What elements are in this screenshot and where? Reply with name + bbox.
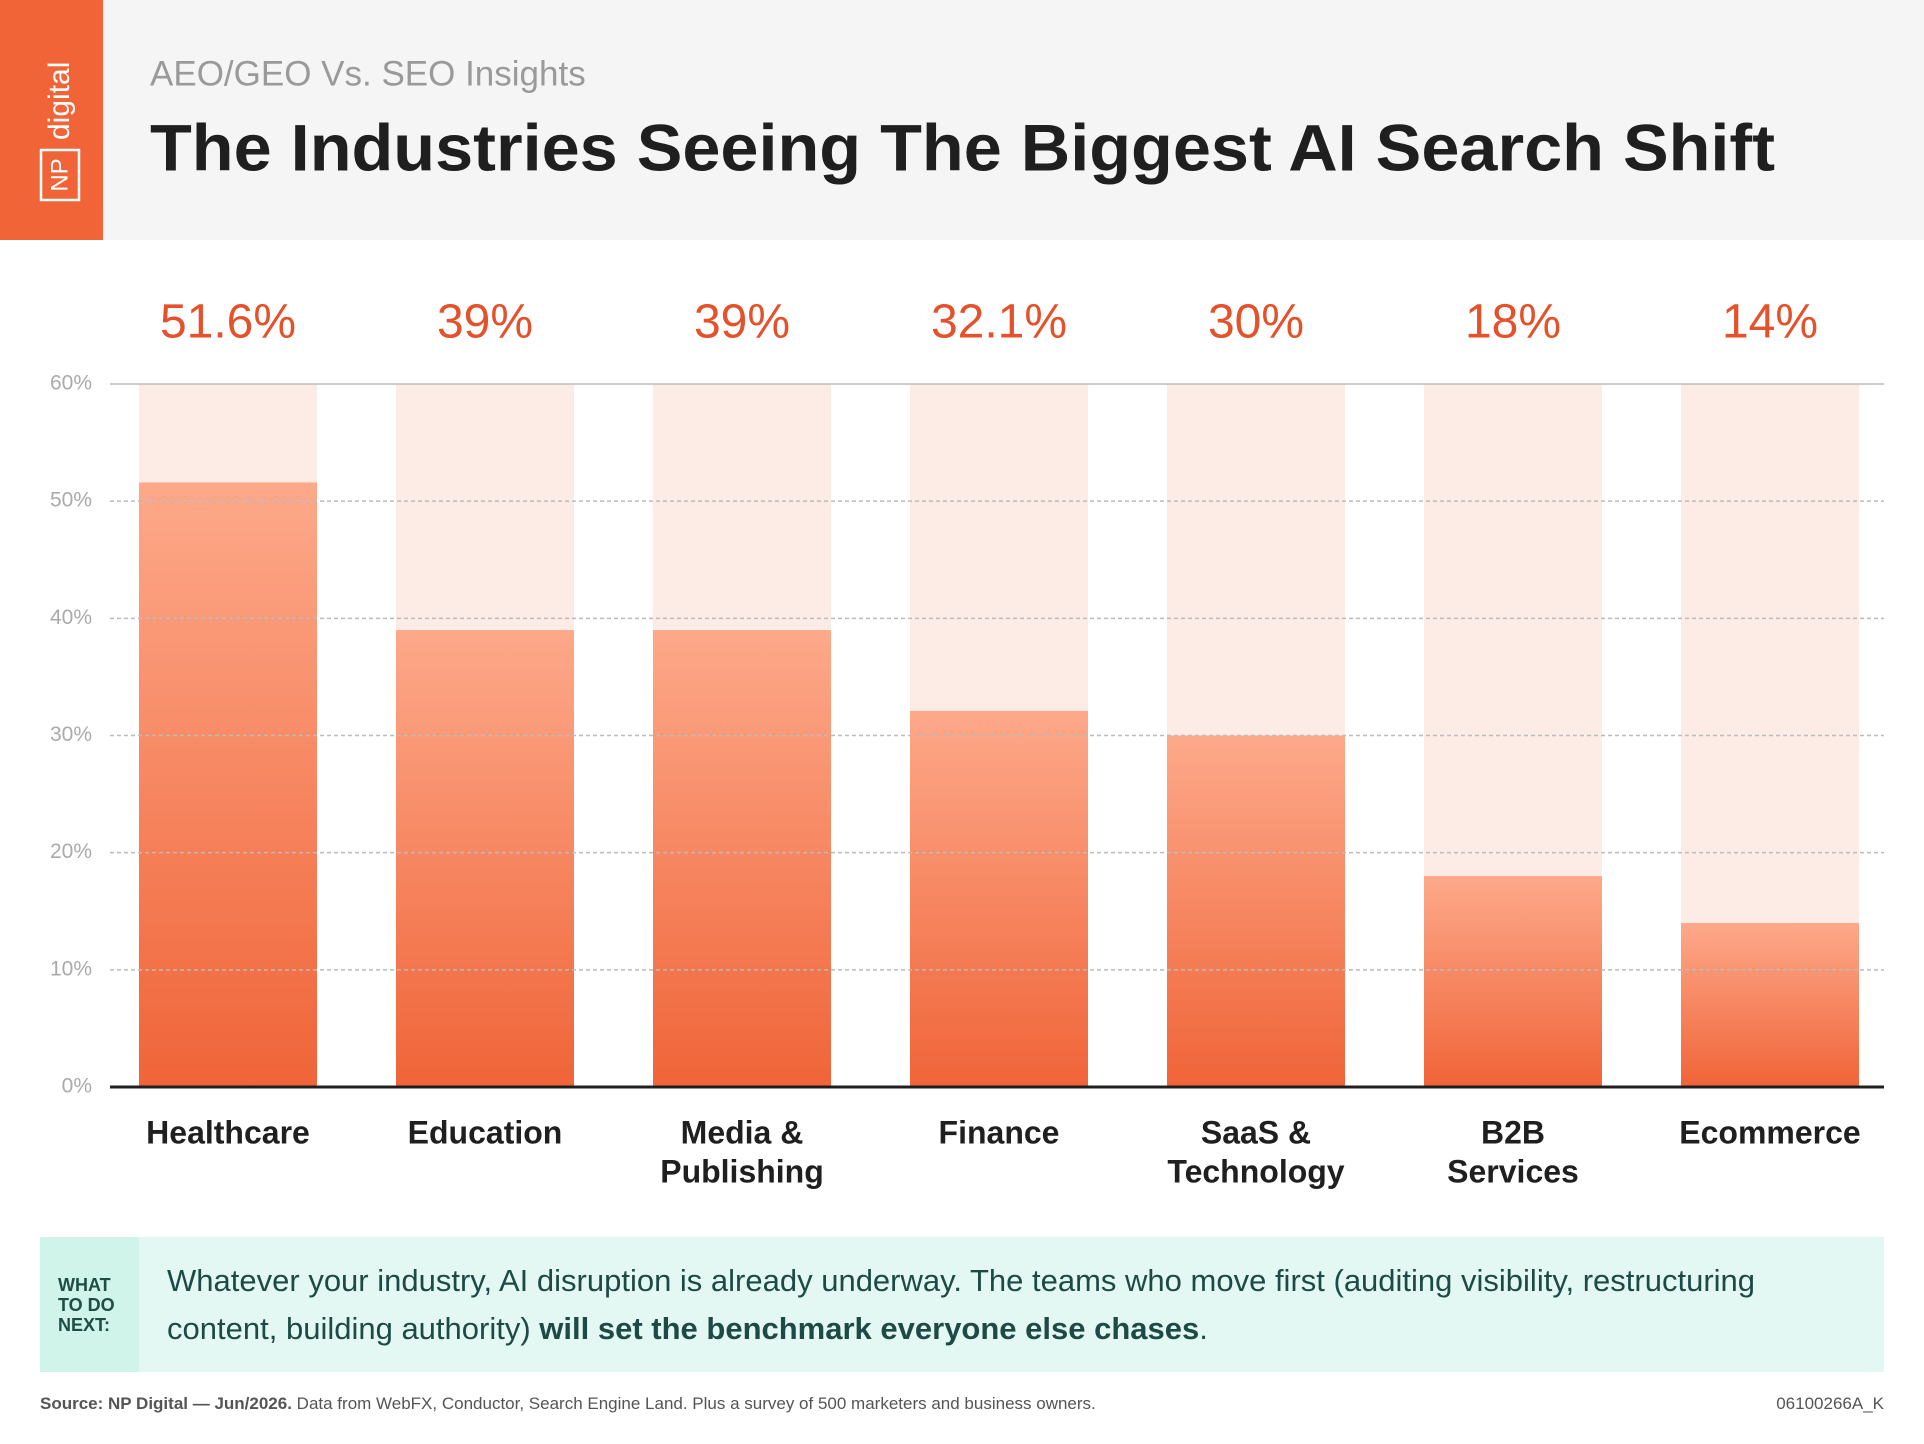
value-label: 51.6%	[160, 296, 296, 349]
callout-body: Whatever your industry, AI disruption is…	[139, 1237, 1884, 1372]
title: The Industries Seeing The Biggest AI Sea…	[150, 110, 1775, 184]
logo-mark: NP	[46, 158, 73, 191]
header-band	[0, 0, 1924, 240]
y-tick-label: 20%	[50, 840, 92, 863]
value-label: 32.1%	[931, 296, 1067, 349]
x-tick-label: Technology	[1167, 1153, 1344, 1189]
x-tick-label: Healthcare	[146, 1114, 310, 1150]
bar	[139, 482, 317, 1087]
bar	[910, 710, 1088, 1087]
x-tick-label: Education	[408, 1114, 563, 1150]
y-tick-label: 50%	[50, 489, 92, 512]
value-label: 39%	[694, 296, 790, 349]
y-tick-label: 30%	[50, 723, 92, 746]
value-label: 14%	[1722, 296, 1818, 349]
x-tick-label: Publishing	[660, 1153, 824, 1189]
logo-box	[39, 148, 81, 202]
x-tick-label: Services	[1447, 1153, 1579, 1189]
bar	[1167, 735, 1345, 1087]
x-tick-label: Ecommerce	[1679, 1114, 1860, 1150]
value-label: 30%	[1208, 296, 1304, 349]
x-tick-label: B2B	[1481, 1114, 1545, 1150]
value-label: 39%	[437, 296, 533, 349]
x-tick-label: Finance	[939, 1114, 1060, 1150]
callout-text: Whatever your industry, AI disruption is…	[167, 1262, 1756, 1346]
logo-word: digital	[43, 62, 76, 140]
value-label: 18%	[1465, 296, 1561, 349]
y-tick-label: 0%	[62, 1075, 92, 1098]
plot: 0% 10% 20% 30% 40% 50% 60% 51.6% Healthcare 39% Ed…	[50, 296, 1884, 1189]
subtitle: AEO/GEO Vs. SEO Insights	[150, 54, 586, 93]
bar	[653, 630, 831, 1087]
bar	[1424, 876, 1602, 1087]
callout-label: WHAT TO DO NEXT:	[40, 1237, 140, 1372]
logo: NP digital	[39, 62, 81, 202]
y-tick-label: 60%	[50, 372, 92, 395]
x-tick-label: Media &	[681, 1114, 804, 1150]
bar	[396, 630, 574, 1087]
x-tick-label: SaaS &	[1201, 1114, 1311, 1150]
callout: WHAT TO DO NEXT: Whatever your industry,…	[40, 1237, 1884, 1372]
y-tick-label: 10%	[50, 957, 92, 980]
footer: Source: NP Digital — Jun/2026. Data from…	[40, 1394, 1884, 1414]
code: 06100266A_K	[1776, 1394, 1884, 1413]
callout-end: .	[1199, 1310, 1208, 1346]
bar	[1681, 922, 1859, 1087]
callout-emphasis: will set the benchmark everyone else cha…	[539, 1310, 1200, 1346]
source-note: Data from WebFX, Conductor, Search Engin…	[296, 1394, 1096, 1413]
source: Source: NP Digital — Jun/2026.	[40, 1394, 292, 1413]
y-tick-label: 40%	[50, 606, 92, 629]
